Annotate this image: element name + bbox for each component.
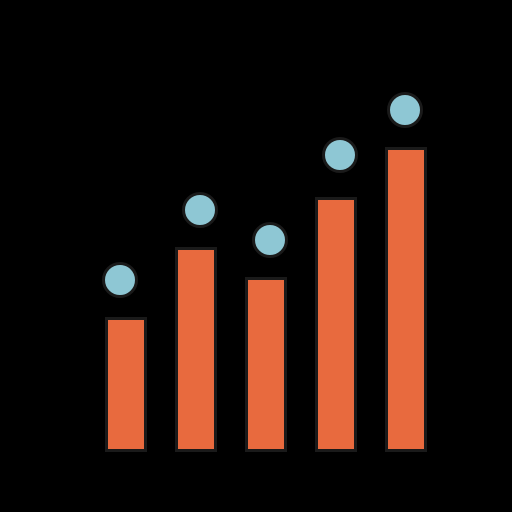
dot-1 [102, 262, 138, 298]
bar-4 [315, 197, 357, 452]
bar-3 [245, 277, 287, 452]
dot-4 [322, 137, 358, 173]
dot-2 [182, 192, 218, 228]
dot-3 [252, 222, 288, 258]
dot-5 [387, 92, 423, 128]
bar-2 [175, 247, 217, 452]
bar-1 [105, 317, 147, 452]
chart-canvas [0, 0, 512, 512]
bar-5 [385, 147, 427, 452]
